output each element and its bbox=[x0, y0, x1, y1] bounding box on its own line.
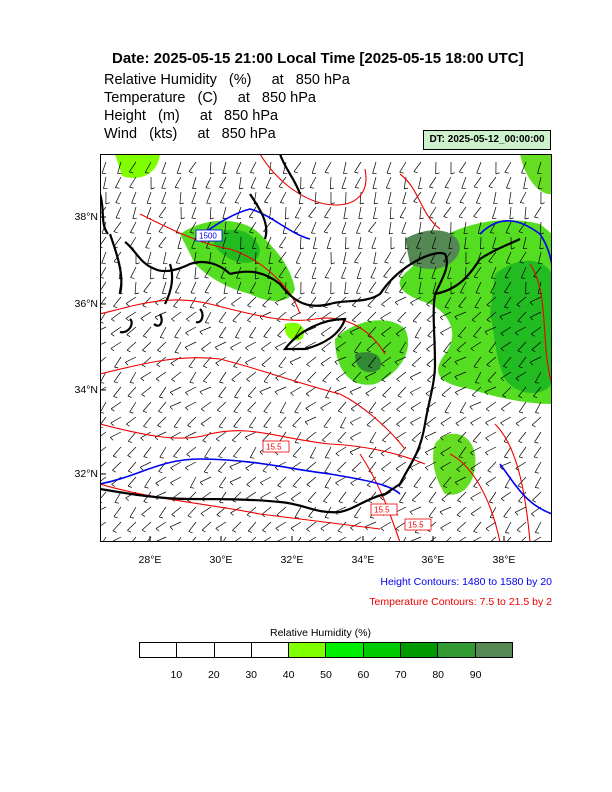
wind-barbs bbox=[100, 161, 545, 542]
colorbar-tick-label: 50 bbox=[320, 669, 332, 681]
colorbar-tick-label: 10 bbox=[170, 669, 183, 681]
colorbar-swatch bbox=[214, 643, 252, 657]
colorbar-swatch bbox=[251, 643, 290, 657]
height-contour-label: 1500 bbox=[199, 232, 217, 241]
map-border bbox=[100, 154, 552, 542]
temperature-contour-note: Temperature Contours: 7.5 to 21.5 by 2 bbox=[369, 596, 552, 608]
colorbar-title: Relative Humidity (%) bbox=[270, 627, 371, 639]
temperature-contour-label: 15.5 bbox=[374, 506, 390, 515]
height-contours bbox=[100, 208, 552, 515]
init-time-badge: DT: 2025-05-12_00:00:00 bbox=[423, 130, 551, 150]
lon-label: 36°E bbox=[421, 554, 445, 566]
humidity-colorbar bbox=[139, 642, 513, 658]
lat-label: 32°N bbox=[74, 468, 98, 480]
colorbar-tick-label: 70 bbox=[394, 669, 407, 681]
colorbar-tick-label: 40 bbox=[282, 669, 295, 681]
colorbar-tick-label: 90 bbox=[469, 669, 482, 681]
field-label-height: Height (m) at 850 hPa bbox=[104, 108, 279, 124]
contour-labels: 1500 15.5 15.5 15.5 bbox=[195, 229, 432, 531]
height-contour-note: Height Contours: 1480 to 1580 by 20 bbox=[380, 576, 552, 588]
lon-label: 38°E bbox=[492, 554, 516, 566]
colorbar-tick-label: 60 bbox=[357, 669, 370, 681]
field-label-temperature: Temperature (C) at 850 hPa bbox=[104, 90, 316, 106]
field-label-rh: Relative Humidity (%) at 850 hPa bbox=[104, 72, 350, 88]
colorbar-tick-label: 80 bbox=[432, 669, 445, 681]
colorbar-swatch bbox=[363, 643, 402, 657]
lat-label: 36°N bbox=[74, 298, 98, 310]
colorbar-swatch bbox=[475, 643, 512, 657]
temperature-contour-label: 15.5 bbox=[408, 521, 424, 530]
lon-label: 32°E bbox=[280, 554, 304, 566]
lat-label: 34°N bbox=[74, 384, 98, 396]
colorbar-swatch bbox=[326, 643, 364, 657]
page-title: Date: 2025-05-15 21:00 Local Time [2025-… bbox=[112, 50, 524, 67]
colorbar-tick-label: 20 bbox=[207, 669, 220, 681]
colorbar-swatch bbox=[140, 643, 178, 657]
coastlines bbox=[100, 154, 521, 514]
colorbar-swatch bbox=[401, 643, 439, 657]
field-label-wind: Wind (kts) at 850 hPa bbox=[104, 126, 276, 142]
colorbar-tick-label: 30 bbox=[245, 669, 258, 681]
lon-label: 34°E bbox=[351, 554, 375, 566]
lon-label: 28°E bbox=[138, 554, 162, 566]
weather-map: 1500 15.5 15.5 15.5 bbox=[100, 154, 552, 542]
lat-label: 38°N bbox=[74, 211, 98, 223]
colorbar-swatch bbox=[289, 643, 327, 657]
lon-label: 30°E bbox=[209, 554, 233, 566]
colorbar-swatch bbox=[438, 643, 476, 657]
colorbar-swatch bbox=[177, 643, 215, 657]
temperature-contours bbox=[100, 154, 552, 542]
temperature-contour-label: 15.5 bbox=[266, 443, 282, 452]
